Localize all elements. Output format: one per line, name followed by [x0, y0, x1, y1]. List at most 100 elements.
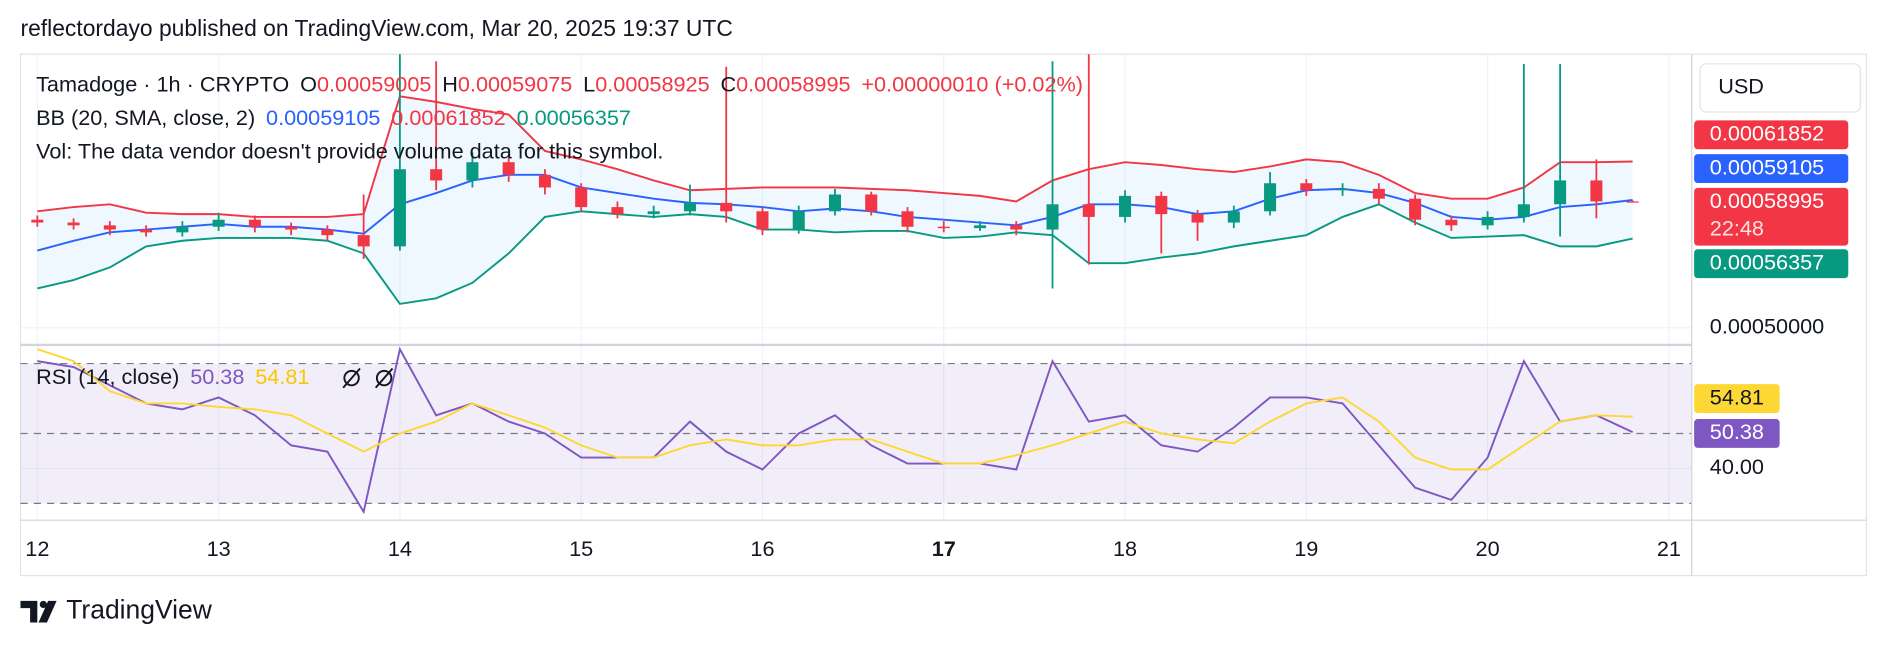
candle-body	[901, 211, 914, 227]
candle-body	[1010, 225, 1023, 230]
y-tick-label: 0.00050000	[1710, 313, 1824, 338]
candle-body	[140, 229, 153, 233]
candle-body	[393, 169, 406, 247]
candle-body	[67, 222, 80, 226]
candle-body	[937, 226, 950, 229]
rsi-value: 50.38	[190, 364, 244, 389]
candle-body	[575, 187, 588, 208]
x-tick-label: 16	[750, 536, 774, 561]
rsi-legend: RSI (14, close) 50.38 54.81	[36, 364, 309, 389]
candle-body	[1155, 195, 1168, 215]
candle-body	[865, 194, 878, 212]
x-tick-label: 18	[1113, 536, 1137, 561]
rsi-ma-value: 54.81	[255, 364, 309, 389]
price-label: 0.00059105	[1710, 154, 1824, 179]
ohlc-label: L	[583, 71, 595, 96]
candle-body	[321, 229, 334, 236]
symbol-title: Tamadoge · 1h · CRYPTO	[36, 71, 289, 96]
candle-body	[756, 211, 769, 230]
candle-body	[683, 202, 696, 212]
rsi-axis-label: 54.81	[1710, 384, 1764, 409]
price-legend: Tamadoge · 1h · CRYPTO O0.00059005 H 0.00…	[36, 71, 1083, 96]
candle-body	[1481, 216, 1494, 226]
currency[interactable]: USD	[1718, 74, 1764, 99]
candle-body	[720, 202, 733, 212]
candle-body	[828, 194, 842, 212]
candle-body	[31, 219, 44, 223]
plot-layer: 12 13 14 15 16 17 18 19 20 21 0.00050000 40.00	[20, 54, 1824, 561]
x-tick-label: 14	[388, 536, 412, 561]
price-label: 0.00056357	[1710, 249, 1824, 274]
ohlc-label: H	[442, 71, 458, 96]
candle-body	[1517, 204, 1530, 217]
candle-body	[1082, 204, 1095, 217]
price-label: 0.00058995	[1710, 188, 1824, 213]
candle-body	[502, 162, 515, 175]
rsi-label-box	[1694, 384, 1780, 414]
x-tick-label: 19	[1294, 536, 1318, 561]
bb-upper-value: 0.00061852	[391, 105, 505, 130]
candle-body	[176, 226, 189, 233]
bb-label: BB (20, SMA, close, 2)	[36, 105, 255, 130]
candle-body	[647, 211, 660, 215]
candle-body	[1191, 214, 1204, 223]
x-tick-label: 21	[1657, 536, 1681, 561]
volume-note: Vol: The data vendor doesn't provide vol…	[36, 139, 663, 164]
candle-body	[248, 219, 261, 227]
candle-body	[973, 225, 987, 229]
price-label-box	[1694, 187, 1849, 246]
change: +0.00000010 (+0.02%)	[861, 71, 1083, 96]
x-tick-label: 20	[1476, 536, 1500, 561]
hidden-icons[interactable]	[342, 367, 394, 389]
candle-body	[1445, 219, 1458, 226]
price-label-box	[1694, 120, 1849, 150]
candle-body	[792, 211, 805, 230]
ohlc-label: C	[720, 71, 736, 96]
candle-body	[1626, 201, 1639, 203]
ohlc-label: O	[300, 71, 317, 96]
x-tick-label: 12	[25, 536, 49, 561]
candle-body	[1264, 183, 1277, 212]
x-tick-label: 15	[569, 536, 593, 561]
currency-button[interactable]	[1699, 63, 1861, 113]
countdown: 22:48	[1710, 216, 1764, 241]
price-label-box	[1694, 154, 1849, 184]
candle-body	[1372, 188, 1385, 199]
candle-body	[285, 226, 298, 230]
candle-body	[1554, 180, 1567, 205]
candle-body	[212, 219, 225, 227]
rsi-line	[37, 346, 1634, 515]
tradingview-logo	[20, 600, 57, 623]
brand: TradingView	[66, 595, 213, 625]
candle-body	[1300, 183, 1313, 191]
candle-body	[1409, 198, 1422, 220]
rsi-label-box	[1694, 419, 1780, 448]
bb-lower-value: 0.00056357	[517, 105, 631, 130]
candle-body	[357, 235, 370, 247]
candle-body	[103, 225, 116, 230]
candle-body	[1227, 211, 1240, 223]
rsi-axis-label: 50.38	[1710, 419, 1764, 444]
x-tick-label: 13	[207, 536, 231, 561]
low-value: 0.00058925	[595, 71, 709, 96]
rsi-line	[37, 348, 1633, 471]
candle-body	[1046, 204, 1059, 230]
close-value: 0.00058995	[736, 71, 850, 96]
candle-body	[1336, 188, 1349, 191]
open-value: 0.00059005	[317, 71, 431, 96]
candle-body	[1590, 180, 1603, 202]
price-label-box	[1694, 249, 1849, 279]
candle-body	[1119, 195, 1132, 217]
bb-upper	[37, 95, 1633, 218]
candle-body	[466, 162, 479, 181]
bb-legend: BB (20, SMA, close, 2) 0.00059105 0.0006…	[36, 105, 631, 130]
y-tick-label: 40.00	[1710, 454, 1764, 479]
bb-lower	[37, 203, 1633, 305]
candle-body	[430, 169, 443, 181]
candle-body	[538, 174, 551, 188]
publish-note: reflectordayo published on TradingView.c…	[20, 15, 732, 41]
candle-body	[611, 207, 624, 215]
bb-basis-value: 0.00059105	[266, 105, 380, 130]
price-label: 0.00061852	[1710, 121, 1824, 146]
x-tick-label: 17	[932, 536, 956, 561]
